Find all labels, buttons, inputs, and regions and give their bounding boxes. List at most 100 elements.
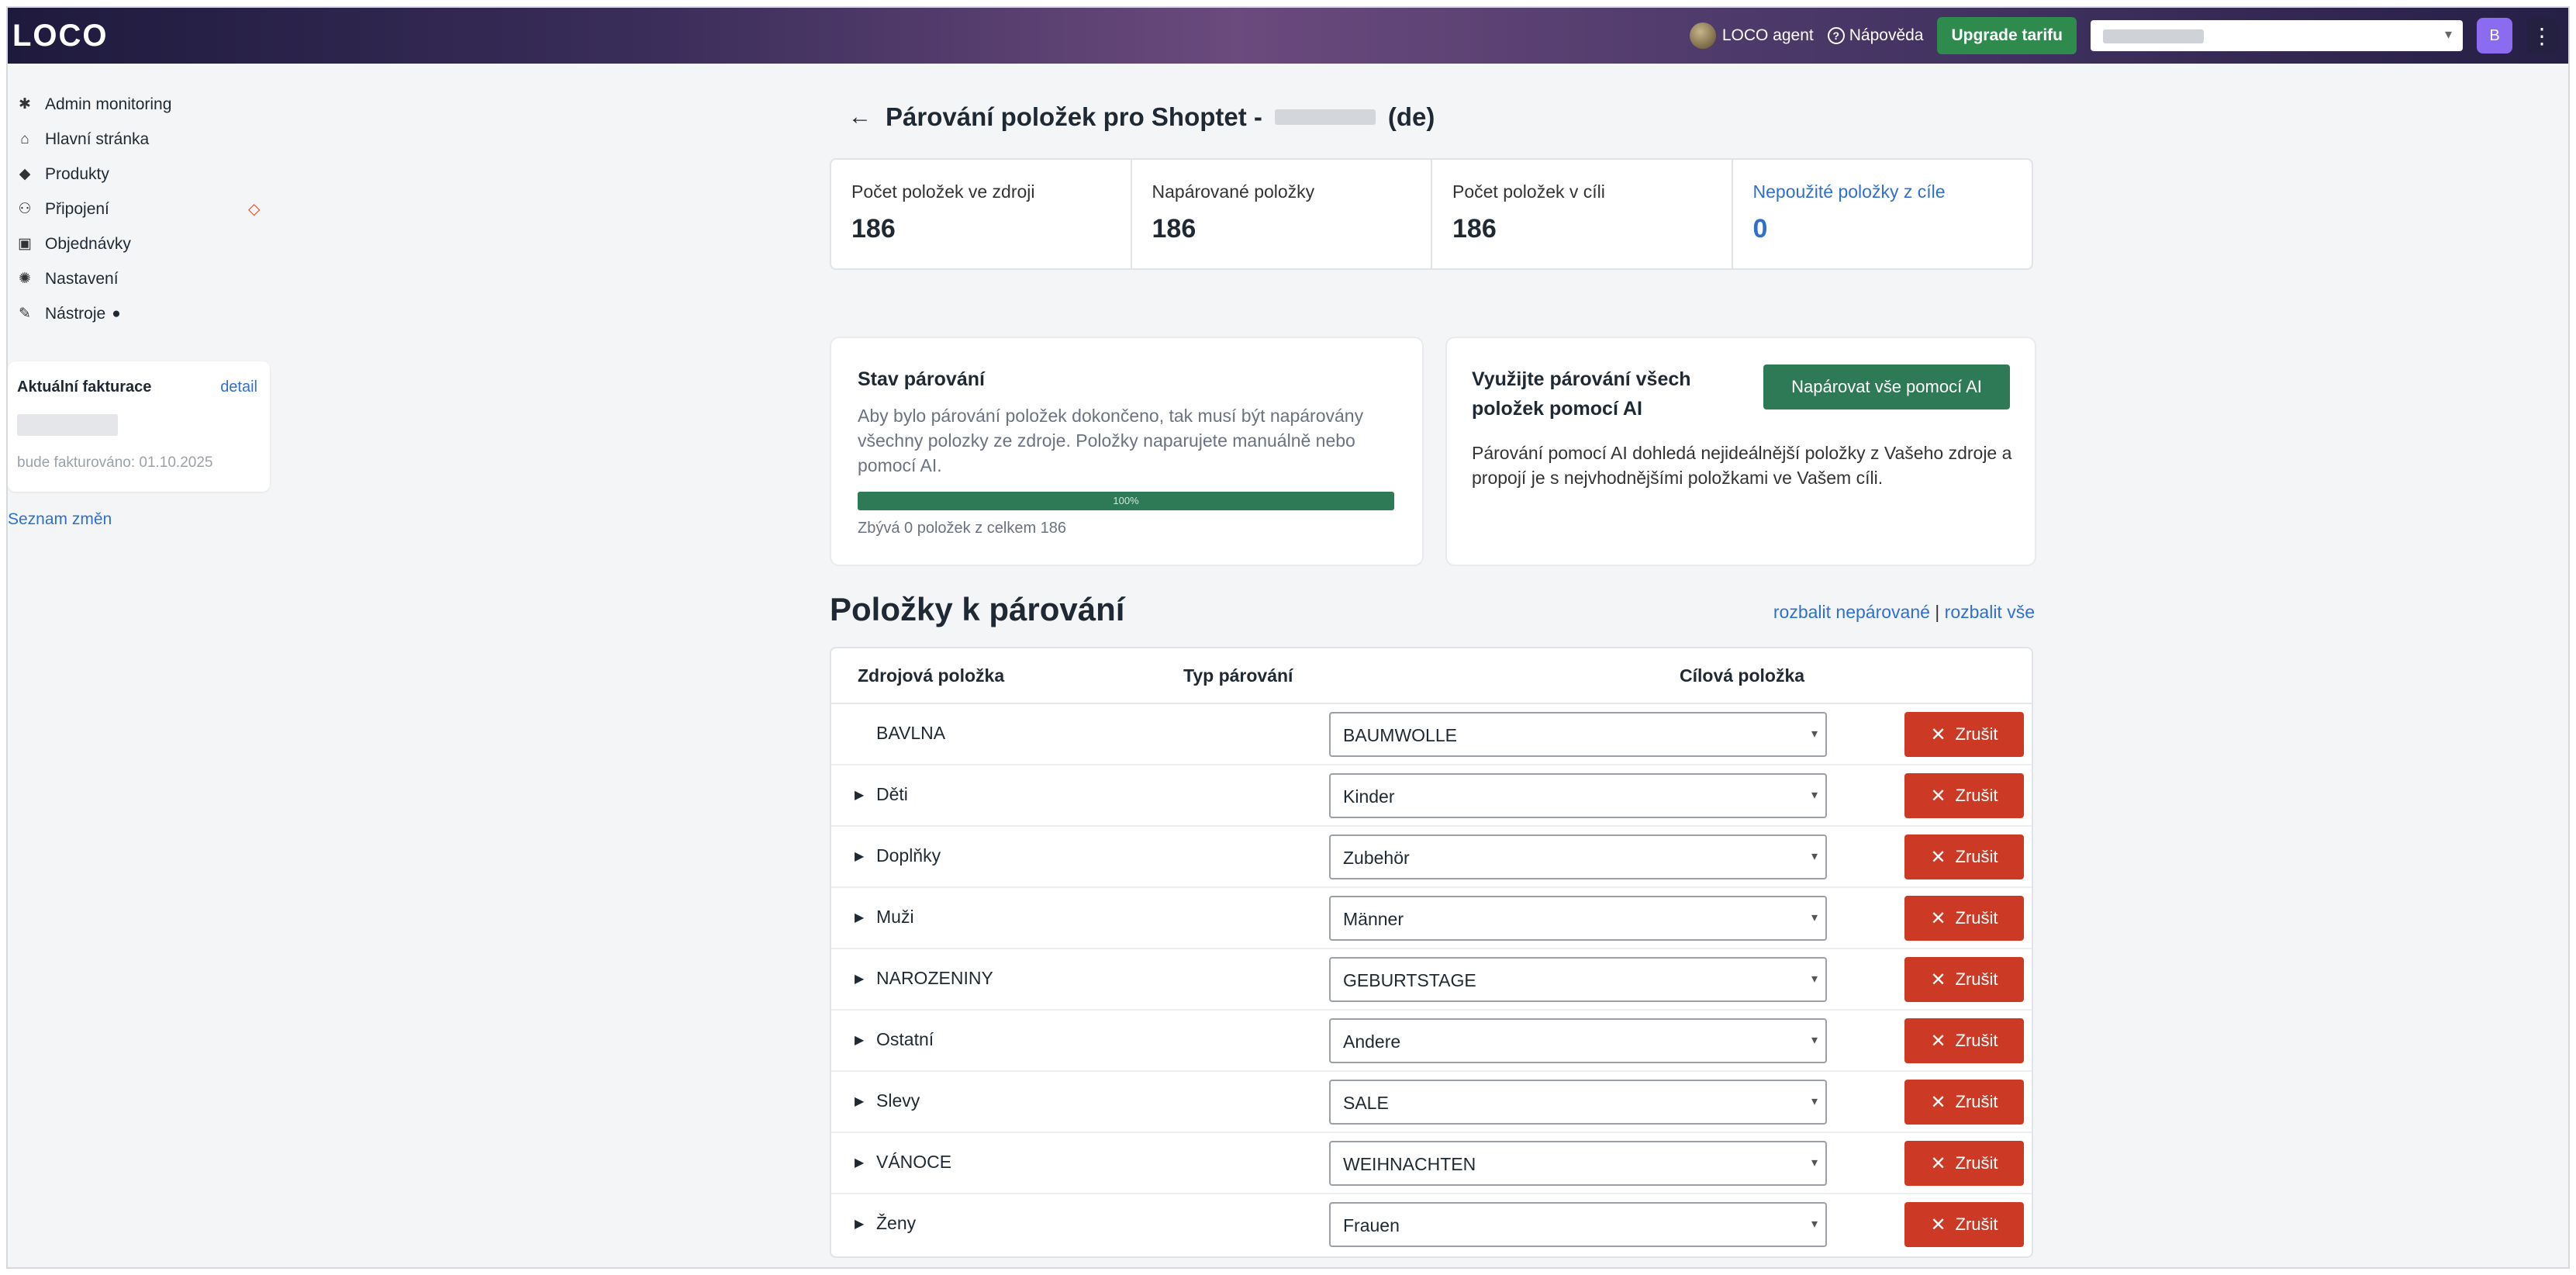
source-item-name: VÁNOCE	[876, 1152, 952, 1172]
target-item-select[interactable]: WEIHNACHTEN ▾	[1329, 1141, 1827, 1186]
cancel-label: Zrušit	[1955, 908, 1998, 928]
sidebar-item-products[interactable]: ◆ Produkty	[16, 157, 271, 192]
expand-triangle-icon[interactable]: ▶	[855, 1218, 865, 1231]
target-item-select[interactable]: GEBURTSTAGE ▾	[1329, 957, 1827, 1002]
progress-fill	[858, 492, 1394, 510]
agent-label: LOCO agent	[1721, 26, 1814, 44]
cancel-pairing-button[interactable]: ✕ Zrušit	[1904, 1141, 2024, 1186]
expand-triangle-icon[interactable]: ▶	[855, 850, 865, 863]
stat-unused-target[interactable]: Nepoužité položky z cíle 0	[1733, 160, 2032, 268]
source-item-name: Slevy	[876, 1090, 920, 1111]
expand-triangle-icon[interactable]: ▶	[855, 911, 865, 924]
top-bar-actions: LOCO agent ? Nápověda Upgrade tarifu ▾ B…	[1689, 16, 2557, 56]
more-menu-icon[interactable]: ⋮	[2526, 18, 2557, 54]
sidebar-item-settings[interactable]: ✺ Nastavení	[16, 261, 271, 296]
table-row: ▶ Děti Kinder ▾ ✕ Zrušit	[831, 765, 2032, 827]
chevron-down-icon: ▾	[1811, 973, 1818, 986]
ai-text: Párování pomocí AI dohledá nejideálnější…	[1472, 443, 2012, 488]
gear-icon: ✺	[19, 271, 31, 287]
chevron-down-icon: ▾	[2444, 26, 2452, 42]
chevron-down-icon: ▾	[1811, 1034, 1818, 1047]
sidebar-item-orders[interactable]: ▣ Objednávky	[16, 226, 271, 261]
tag-icon: ◆	[19, 166, 31, 182]
target-item-select[interactable]: Zubehör ▾	[1329, 834, 1827, 879]
ai-pairing-card: Využijte párování všech položek pomocí A…	[1445, 337, 2036, 566]
target-item-select[interactable]: Männer ▾	[1329, 896, 1827, 941]
table-row: ▶ NAROZENINY GEBURTSTAGE ▾ ✕ Zrušit	[831, 949, 2032, 1011]
expand-triangle-icon[interactable]: ▶	[855, 789, 865, 802]
ai-title: Využijte párování všech položek pomocí A…	[1472, 368, 1691, 420]
target-item-select[interactable]: Andere ▾	[1329, 1018, 1827, 1063]
sidebar-item-admin-monitoring[interactable]: ✱ Admin monitoring	[16, 87, 271, 122]
status-text: Aby bylo párování položek dokončeno, tak…	[858, 406, 1364, 475]
cancel-pairing-button[interactable]: ✕ Zrušit	[1904, 1018, 2024, 1063]
chevron-down-icon: ▾	[1811, 1095, 1818, 1108]
cancel-pairing-button[interactable]: ✕ Zrušit	[1904, 834, 2024, 879]
agent-avatar-icon	[1689, 22, 1716, 49]
stat-value: 186	[1452, 214, 1497, 244]
upgrade-button[interactable]: Upgrade tarifu	[1937, 17, 2077, 54]
sidebar-item-connections[interactable]: ⚇ Připojení ◇	[16, 192, 271, 226]
expand-triangle-icon[interactable]: ▶	[855, 1156, 865, 1170]
pairing-progress-bar: 100%	[858, 492, 1394, 510]
stat-value: 0	[1752, 214, 1768, 244]
loco-agent-link[interactable]: LOCO agent	[1689, 22, 1814, 49]
user-avatar[interactable]: B	[2477, 18, 2512, 54]
cancel-pairing-button[interactable]: ✕ Zrušit	[1904, 1080, 2024, 1125]
close-icon: ✕	[1930, 1214, 1946, 1235]
cancel-pairing-button[interactable]: ✕ Zrušit	[1904, 773, 2024, 818]
expand-triangle-icon[interactable]: ▶	[855, 973, 865, 986]
billing-detail-link[interactable]: detail	[220, 378, 257, 396]
link-separator: |	[1935, 602, 1940, 622]
expand-unpaired-link[interactable]: rozbalit nepárované	[1773, 602, 1930, 622]
cancel-pairing-button[interactable]: ✕ Zrušit	[1904, 712, 2024, 757]
chevron-down-icon: ▾	[1811, 850, 1818, 863]
target-item-select[interactable]: Frauen ▾	[1329, 1202, 1827, 1247]
target-item-value: Kinder	[1343, 786, 1395, 807]
cancel-pairing-button[interactable]: ✕ Zrušit	[1904, 957, 2024, 1002]
table-row: ▶ VÁNOCE WEIHNACHTEN ▾ ✕ Zrušit	[831, 1133, 2032, 1194]
col-source-header: Zdrojová položka	[858, 665, 1005, 686]
stat-label: Počet položek v cíli	[1452, 181, 1605, 202]
redacted-amount	[17, 414, 118, 436]
top-bar: LOCO LOCO agent ? Nápověda Upgrade tarif…	[8, 8, 2568, 64]
expand-triangle-icon[interactable]: ▶	[855, 1095, 865, 1108]
target-item-value: Andere	[1343, 1031, 1401, 1052]
pair-all-ai-button[interactable]: Napárovat vše pomocí AI	[1763, 365, 2010, 409]
target-item-select[interactable]: Kinder ▾	[1329, 773, 1827, 818]
title-suffix: (de)	[1387, 102, 1435, 131]
expand-triangle-icon[interactable]: ▶	[855, 1034, 865, 1047]
target-item-value: Zubehör	[1343, 848, 1410, 868]
title-prefix: Párování položek pro Shoptet -	[886, 102, 1262, 131]
sidebar-item-home[interactable]: ⌂ Hlavní stránka	[16, 122, 271, 157]
target-item-value: BAUMWOLLE	[1343, 725, 1457, 745]
account-select[interactable]: ▾	[2091, 20, 2463, 51]
expand-all-link[interactable]: rozbalit vše	[1944, 602, 2035, 622]
close-icon: ✕	[1930, 1152, 1946, 1174]
table-row: ▶ Doplňky Zubehör ▾ ✕ Zrušit	[831, 827, 2032, 888]
sidebar-item-tools[interactable]: ✎ Nástroje ●	[16, 296, 271, 331]
chevron-down-icon: ▾	[1811, 1156, 1818, 1170]
sidebar-nav: ✱ Admin monitoring ⌂ Hlavní stránka ◆ Pr…	[16, 87, 271, 331]
chevron-down-icon: ▾	[1811, 727, 1818, 741]
back-arrow-icon[interactable]: ←	[848, 104, 872, 130]
sidebar: ✱ Admin monitoring ⌂ Hlavní stránka ◆ Pr…	[8, 64, 285, 1267]
changelog-link[interactable]: Seznam změn	[8, 510, 112, 528]
target-item-select[interactable]: BAUMWOLLE ▾	[1329, 712, 1827, 757]
help-link[interactable]: ? Nápověda	[1827, 26, 1923, 45]
cancel-pairing-button[interactable]: ✕ Zrušit	[1904, 896, 2024, 941]
target-item-value: WEIHNACHTEN	[1343, 1154, 1476, 1174]
pairing-table: Zdrojová položka Typ párování Cílová pol…	[830, 647, 2033, 1258]
stat-paired-count: Napárované položky 186	[1132, 160, 1432, 268]
close-icon: ✕	[1930, 785, 1946, 807]
sidebar-item-label: Připojení	[45, 199, 109, 218]
target-item-select[interactable]: SALE ▾	[1329, 1080, 1827, 1125]
home-icon: ⌂	[20, 130, 29, 147]
sidebar-item-label: Objednávky	[45, 234, 131, 253]
table-row: ▶ Muži Männer ▾ ✕ Zrušit	[831, 888, 2032, 949]
cancel-label: Zrušit	[1955, 1215, 1998, 1234]
cancel-pairing-button[interactable]: ✕ Zrušit	[1904, 1202, 2024, 1247]
logo[interactable]: LOCO	[12, 19, 109, 53]
chevron-down-icon: ▾	[1811, 1218, 1818, 1231]
question-circle-icon: ?	[1827, 27, 1845, 44]
